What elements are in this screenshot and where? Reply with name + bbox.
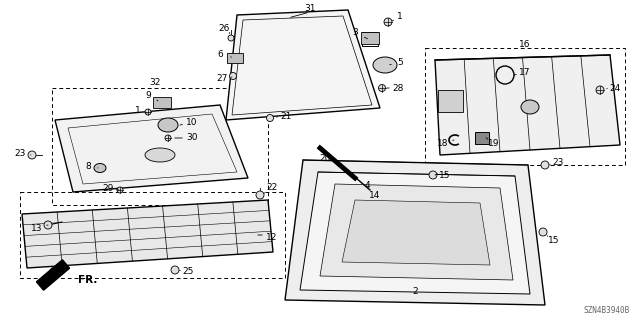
Text: 8: 8 — [85, 162, 91, 171]
Text: 4: 4 — [364, 180, 370, 189]
Circle shape — [541, 161, 549, 169]
Text: 14: 14 — [369, 190, 381, 199]
Text: 13: 13 — [31, 223, 43, 233]
Text: 23: 23 — [14, 148, 26, 157]
Circle shape — [230, 73, 237, 79]
Ellipse shape — [158, 118, 178, 132]
Ellipse shape — [373, 57, 397, 73]
Text: 1: 1 — [397, 12, 403, 20]
Text: 12: 12 — [266, 233, 278, 242]
Text: FR.: FR. — [78, 275, 97, 285]
Text: 29: 29 — [102, 183, 114, 193]
Text: 18: 18 — [437, 139, 449, 148]
Text: 26: 26 — [218, 23, 230, 33]
Text: 2: 2 — [412, 287, 418, 297]
Bar — [361, 32, 379, 44]
Text: SZN4B3940B: SZN4B3940B — [584, 306, 630, 315]
Circle shape — [596, 86, 604, 94]
Polygon shape — [300, 172, 530, 294]
Text: 27: 27 — [216, 74, 228, 83]
Circle shape — [429, 171, 437, 179]
Text: 25: 25 — [182, 268, 194, 276]
Text: 22: 22 — [266, 182, 278, 191]
Polygon shape — [342, 200, 490, 265]
Text: 3: 3 — [352, 28, 358, 36]
Circle shape — [378, 84, 385, 92]
Ellipse shape — [145, 148, 175, 162]
Circle shape — [117, 187, 123, 193]
Polygon shape — [226, 10, 380, 120]
Circle shape — [539, 228, 547, 236]
Ellipse shape — [94, 164, 106, 172]
Bar — [153, 97, 171, 108]
Polygon shape — [320, 184, 513, 280]
Polygon shape — [435, 55, 620, 155]
Text: 19: 19 — [488, 139, 500, 148]
Polygon shape — [40, 268, 56, 286]
Polygon shape — [22, 200, 273, 268]
Text: 28: 28 — [392, 84, 404, 92]
Bar — [227, 53, 243, 63]
Circle shape — [28, 151, 36, 159]
Bar — [438, 90, 463, 112]
Text: 10: 10 — [186, 117, 198, 126]
Polygon shape — [55, 105, 248, 192]
Circle shape — [384, 18, 392, 26]
Text: 21: 21 — [280, 111, 292, 121]
Text: 32: 32 — [149, 77, 161, 86]
Bar — [425, 48, 625, 165]
Text: 20: 20 — [319, 154, 331, 163]
Circle shape — [165, 135, 171, 141]
Circle shape — [266, 115, 273, 122]
Text: 1: 1 — [135, 106, 141, 115]
Circle shape — [44, 221, 52, 229]
Text: 9: 9 — [145, 91, 151, 100]
Polygon shape — [285, 160, 545, 305]
Text: 30: 30 — [186, 132, 198, 141]
Text: 15: 15 — [548, 236, 560, 244]
Ellipse shape — [521, 100, 539, 114]
Text: 31: 31 — [304, 4, 316, 12]
Circle shape — [256, 191, 264, 199]
Text: 16: 16 — [519, 39, 531, 49]
Text: 17: 17 — [519, 68, 531, 76]
Circle shape — [145, 109, 151, 115]
Circle shape — [171, 266, 179, 274]
Bar — [20, 192, 285, 278]
Text: 23: 23 — [552, 157, 564, 166]
Text: 24: 24 — [609, 84, 621, 92]
Text: 15: 15 — [439, 171, 451, 180]
Bar — [475, 132, 489, 144]
FancyArrow shape — [36, 260, 70, 290]
Text: 6: 6 — [217, 50, 223, 59]
Text: 5: 5 — [397, 58, 403, 67]
Circle shape — [228, 35, 234, 41]
Bar — [52, 88, 268, 205]
